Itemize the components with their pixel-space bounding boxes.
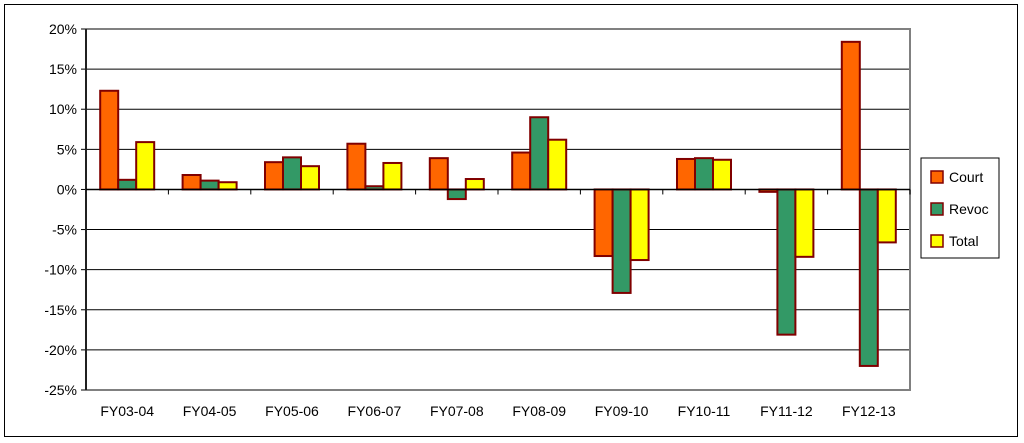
y-tick-label: -10% bbox=[44, 262, 77, 278]
legend-label-court: Court bbox=[949, 169, 983, 185]
x-tick-label: FY08-09 bbox=[512, 403, 566, 419]
bar-court-fy08-09 bbox=[511, 151, 532, 191]
bar-court-fy12-13 bbox=[840, 40, 861, 191]
y-tick-label: 5% bbox=[57, 141, 77, 157]
y-tick-label: 0% bbox=[57, 181, 77, 197]
bar-revoc-fy08-09 bbox=[529, 116, 550, 191]
legend-swatch-total bbox=[930, 234, 944, 248]
bar-total-fy09-10 bbox=[629, 188, 650, 262]
bar-court-fy10-11 bbox=[676, 157, 696, 191]
bar-revoc-fy03-04 bbox=[117, 178, 138, 191]
bar-revoc-fy04-05 bbox=[199, 179, 220, 191]
y-tick-label: -5% bbox=[52, 222, 77, 238]
x-tick-label: FY11-12 bbox=[760, 403, 813, 419]
x-tick-label: FY04-05 bbox=[183, 403, 237, 419]
x-tick-label: FY07-08 bbox=[430, 403, 484, 419]
bar-total-fy11-12 bbox=[794, 188, 815, 258]
bar-total-fy07-08 bbox=[464, 178, 485, 191]
bar-revoc-fy09-10 bbox=[611, 188, 632, 294]
bar-court-fy05-06 bbox=[264, 161, 284, 191]
bar-total-fy06-07 bbox=[382, 161, 403, 191]
legend-label-total: Total bbox=[949, 233, 979, 249]
bar-court-fy07-08 bbox=[428, 157, 449, 191]
bar-total-fy12-13 bbox=[876, 188, 897, 244]
bar-revoc-fy12-13 bbox=[858, 188, 879, 367]
bar-court-fy03-04 bbox=[99, 89, 120, 191]
bar-revoc-fy10-11 bbox=[694, 157, 714, 191]
bar-total-fy10-11 bbox=[712, 158, 732, 191]
y-tick-label: 20% bbox=[49, 21, 77, 37]
bar-revoc-fy07-08 bbox=[446, 188, 467, 201]
bar-court-fy06-07 bbox=[346, 142, 367, 191]
bar-court-fy09-10 bbox=[593, 188, 614, 258]
bar-total-fy04-05 bbox=[217, 181, 238, 191]
y-tick-label: -15% bbox=[44, 302, 77, 318]
legend-swatch-court bbox=[930, 170, 944, 184]
bar-court-fy04-05 bbox=[181, 174, 202, 191]
x-tick-label: FY06-07 bbox=[348, 403, 402, 419]
bar-total-fy03-04 bbox=[135, 141, 156, 191]
x-tick-label: FY05-06 bbox=[265, 403, 319, 419]
y-tick-label: 15% bbox=[49, 61, 77, 77]
x-tick-label: FY03-04 bbox=[100, 403, 154, 419]
y-tick-label: -25% bbox=[44, 382, 77, 398]
x-tick-label: FY09-10 bbox=[595, 403, 649, 419]
bar-revoc-fy05-06 bbox=[282, 156, 302, 191]
bar-total-fy08-09 bbox=[547, 138, 568, 191]
plot-area bbox=[86, 29, 910, 390]
legend-label-revoc: Revoc bbox=[949, 201, 989, 217]
bar-total-fy05-06 bbox=[300, 165, 320, 191]
x-tick-label: FY12-13 bbox=[842, 403, 896, 419]
y-tick-label: -20% bbox=[44, 342, 77, 358]
x-tick-label: FY10-11 bbox=[678, 403, 731, 419]
y-tick-label: 10% bbox=[49, 101, 77, 117]
bar-revoc-fy11-12 bbox=[776, 188, 797, 336]
legend-swatch-revoc bbox=[930, 202, 944, 216]
